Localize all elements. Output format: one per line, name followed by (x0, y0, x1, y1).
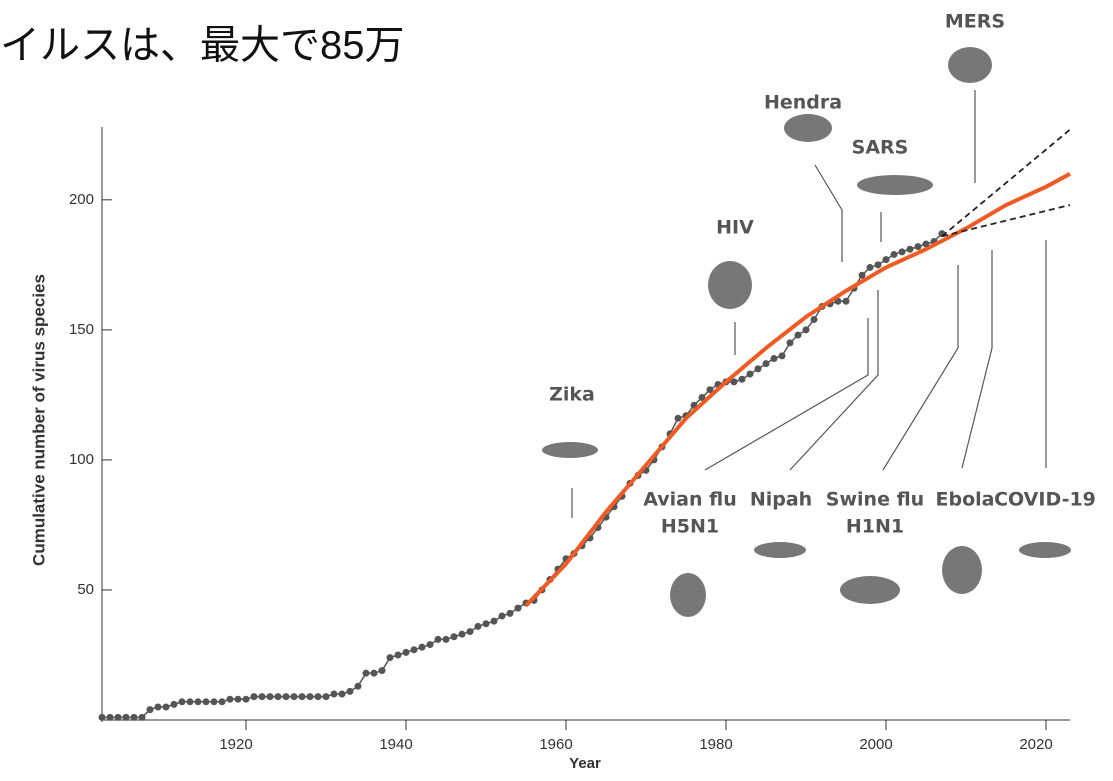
annotation-pointer (704, 318, 869, 471)
projection-line (941, 204, 1071, 238)
y-tick-label: 50 (77, 581, 94, 598)
annotation-label: H1N1 (846, 516, 904, 538)
annotation-label: MERS (945, 11, 1005, 33)
chicken-icon (670, 573, 706, 617)
mosquito-icon (542, 442, 598, 458)
x-tick-label: 1940 (379, 736, 412, 753)
projection-line (941, 128, 1071, 237)
icons (542, 47, 1071, 617)
y-tick-label: 150 (69, 321, 94, 338)
y-tick-label: 100 (69, 451, 94, 468)
annotation-label: Swine flu (826, 489, 924, 511)
camel-icon (948, 47, 992, 83)
data-connector (102, 233, 943, 719)
horse-icon (784, 114, 832, 142)
annotation-pointer (882, 265, 959, 471)
annotation-pointer (814, 164, 843, 262)
annotation-label: HIV (716, 217, 754, 239)
x-axis-label: Year (569, 755, 601, 772)
annotation-label: Nipah (750, 489, 812, 511)
fit-line (524, 172, 1071, 607)
x-tick-label: 1920 (219, 736, 252, 753)
y-tick-label: 200 (69, 191, 94, 208)
annotation-label: Hendra (764, 92, 842, 114)
y-axis-label: Cumulative number of virus species (29, 274, 48, 566)
annotation-label: Avian flu (643, 489, 737, 511)
x-tick-label: 2000 (859, 736, 892, 753)
annotation-label: COVID-19 (994, 489, 1096, 511)
chimp-icon (708, 261, 752, 309)
annotation-label: Ebola (936, 489, 995, 511)
bat-icon (1019, 542, 1071, 558)
civet-icon (857, 175, 933, 195)
chart-title: イルスは、最大で85万 (0, 24, 405, 68)
annotation-pointer (961, 250, 993, 469)
bat-icon (754, 542, 806, 558)
x-tick-label: 1960 (539, 736, 572, 753)
x-tick-label: 2020 (1019, 736, 1052, 753)
pig-icon (840, 576, 900, 604)
annotation-label: Zika (549, 384, 595, 406)
annotation-label: SARS (852, 137, 909, 159)
annotation-pointer (789, 290, 879, 471)
chimp-icon (942, 546, 982, 594)
annotation-label: H5N1 (661, 516, 719, 538)
x-tick-label: 1980 (699, 736, 732, 753)
